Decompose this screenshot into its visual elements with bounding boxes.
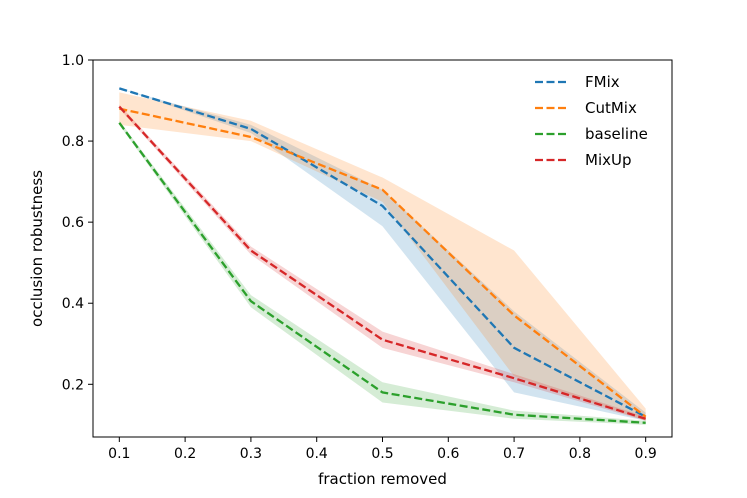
legend: FMix CutMix baseline MixUp: [535, 73, 648, 169]
y-tick-label: 0.2: [62, 377, 84, 393]
series-line-mixup: [118, 105, 647, 420]
legend-label-fmix: FMix: [585, 73, 620, 91]
series-line-cutmix: [119, 107, 647, 418]
y-tick-label: 0.8: [62, 134, 84, 150]
confidence-bands: [119, 88, 646, 425]
x-tick-label: 0.1: [108, 446, 130, 462]
x-tick-label: 0.2: [174, 446, 196, 462]
band-cutmix: [119, 92, 646, 421]
legend-label-baseline: baseline: [585, 125, 648, 143]
x-tick-label: 0.3: [240, 446, 262, 462]
x-tick-label: 0.9: [635, 446, 657, 462]
series-lines: [118, 87, 647, 424]
x-axis-title: fraction removed: [318, 470, 447, 488]
x-tick-label: 0.6: [437, 446, 459, 462]
x-tick-label: 0.5: [371, 446, 393, 462]
y-axis: 0.2 0.4 0.6 0.8 1.0: [62, 53, 93, 393]
legend-label-mixup: MixUp: [585, 151, 632, 169]
legend-label-cutmix: CutMix: [585, 99, 637, 117]
x-axis: 0.1 0.2 0.3 0.4 0.5 0.6 0.7 0.8 0.9: [108, 437, 657, 462]
x-tick-label: 0.7: [503, 446, 525, 462]
series-line-fmix: [118, 87, 647, 418]
y-tick-label: 0.6: [62, 215, 84, 231]
band-fmix: [119, 88, 646, 421]
series-line-baseline: [118, 122, 646, 424]
x-tick-label: 0.8: [569, 446, 591, 462]
x-tick-label: 0.4: [306, 446, 328, 462]
y-axis-title: occlusion robustness: [28, 170, 46, 327]
y-tick-label: 1.0: [62, 53, 84, 69]
y-tick-label: 0.4: [62, 296, 84, 312]
